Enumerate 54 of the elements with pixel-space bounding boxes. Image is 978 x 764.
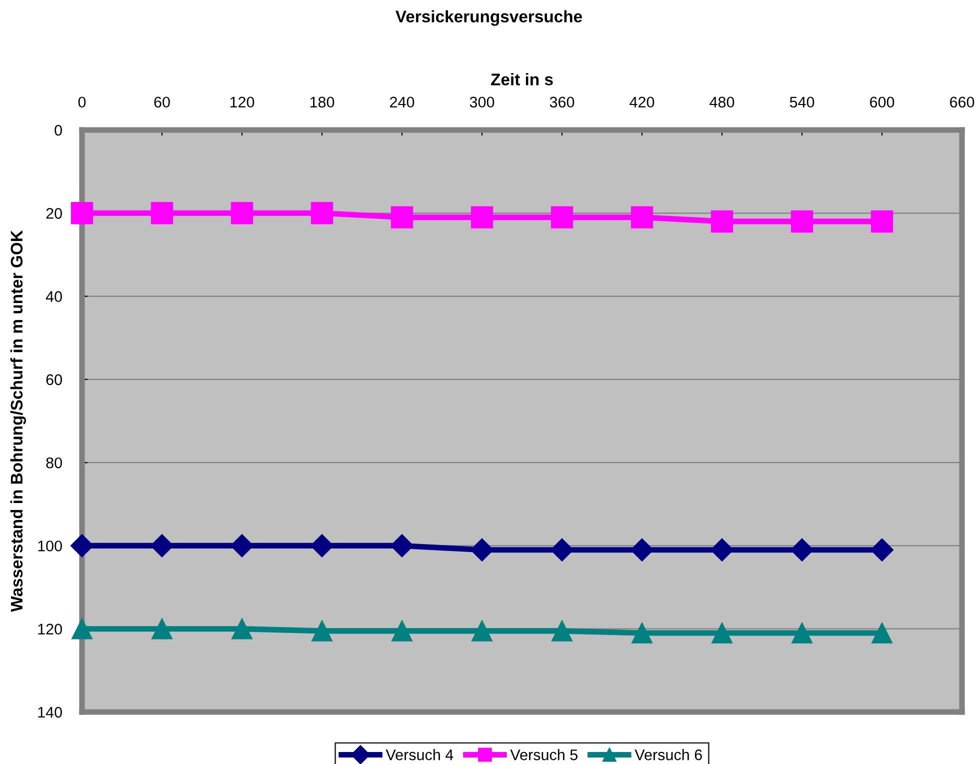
point <box>232 618 252 640</box>
x-tick-label: 420 <box>630 96 654 108</box>
y-tick-label: 0 <box>54 124 62 136</box>
y-tick-label: 120 <box>38 624 62 635</box>
x-tick-label: 180 <box>310 96 334 108</box>
x-tick-label: 300 <box>470 96 494 108</box>
point <box>872 622 892 644</box>
point <box>310 202 334 224</box>
y-tick-label: 60 <box>46 374 62 386</box>
point <box>150 202 174 224</box>
chart-title: Versickerungsversuche <box>396 10 582 26</box>
legend-label: Versuch 5 <box>510 749 578 760</box>
point <box>470 538 494 562</box>
point <box>550 206 574 228</box>
point <box>790 538 814 562</box>
point <box>390 206 414 228</box>
x-tick-label: 540 <box>790 96 814 108</box>
point <box>470 206 494 228</box>
point <box>630 206 654 228</box>
x-tick-label: 240 <box>390 96 414 108</box>
x-tick-label: 60 <box>154 96 170 108</box>
y-axis-title: Wasserstand in Bohrung/Schurf in m unter GOK <box>10 230 26 612</box>
point <box>790 210 814 233</box>
x-tick-label: 600 <box>870 96 894 108</box>
point <box>870 210 894 233</box>
x-tick-label: 120 <box>230 96 254 108</box>
y-tick-label: 20 <box>46 208 62 219</box>
x-tick-label: 480 <box>710 96 734 108</box>
point <box>712 622 732 644</box>
point <box>550 538 574 562</box>
point <box>70 202 94 224</box>
point <box>392 620 412 642</box>
x-tick-label: 660 <box>950 96 974 108</box>
point <box>632 622 652 644</box>
y-tick-label: 100 <box>38 540 62 552</box>
y-tick-label: 80 <box>46 457 62 468</box>
point <box>72 618 92 640</box>
point <box>152 618 172 640</box>
legend-label: Versuch 6 <box>634 749 702 760</box>
point <box>710 210 734 233</box>
point <box>230 202 254 224</box>
point <box>552 620 572 642</box>
point <box>472 620 492 642</box>
x-tick-label: 360 <box>550 96 574 108</box>
point <box>870 538 894 562</box>
point <box>792 622 812 644</box>
y-tick-label: 140 <box>38 706 62 718</box>
y-tick-label: 40 <box>46 291 62 302</box>
point <box>312 620 332 642</box>
legend-label: Versuch 4 <box>386 749 454 760</box>
x-axis-title: Zeit in s <box>491 73 553 86</box>
point <box>630 538 654 562</box>
point <box>710 538 734 562</box>
x-tick-label: 0 <box>78 96 86 108</box>
